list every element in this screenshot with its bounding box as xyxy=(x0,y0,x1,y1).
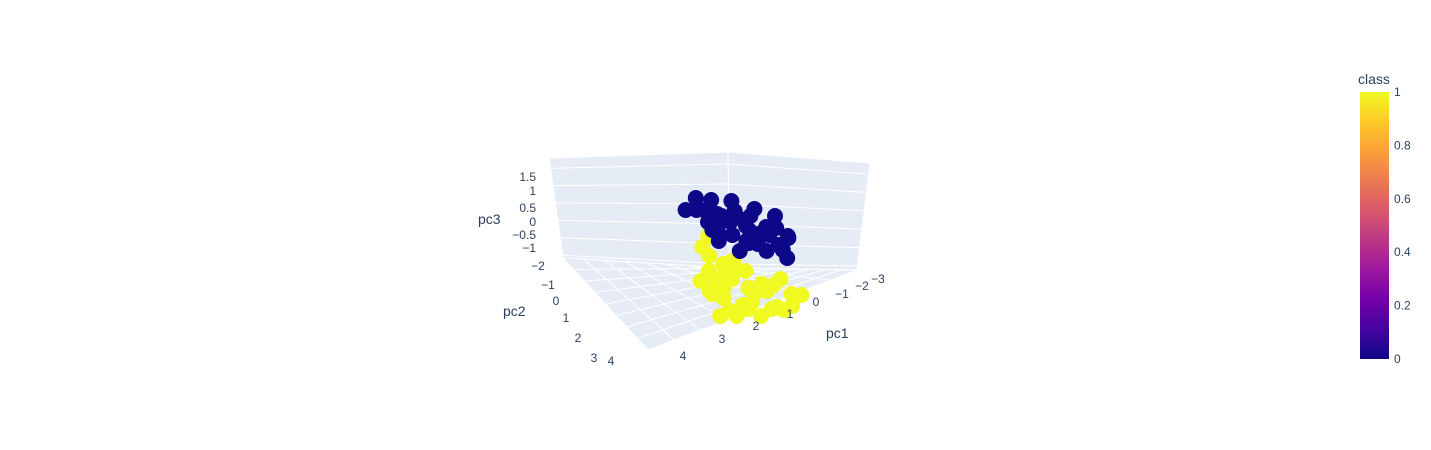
x-tick-label: 4 xyxy=(680,349,687,363)
points-layer xyxy=(677,190,810,324)
y-tick-label: 0 xyxy=(553,294,560,308)
colorbar-tick-label: 0.4 xyxy=(1394,245,1411,259)
x-tick-label: 1 xyxy=(787,307,794,321)
gridline-z xyxy=(548,219,729,225)
gridline-z xyxy=(727,183,869,194)
scatter-point-class-1[interactable] xyxy=(694,239,711,255)
scatter-point-class-0[interactable] xyxy=(687,190,704,206)
y-axis-title: pc2 xyxy=(503,303,526,319)
colorbar-gradient xyxy=(1360,92,1389,359)
scatter-point-class-1[interactable] xyxy=(727,262,743,278)
scatter-point-class-1[interactable] xyxy=(712,308,729,324)
gridline-z xyxy=(727,263,869,267)
scatter-point-class-0[interactable] xyxy=(724,227,741,243)
y-tick-label: 1 xyxy=(563,311,570,325)
scatter-point-class-0[interactable] xyxy=(677,202,694,218)
x-tick-label: −3 xyxy=(871,272,885,286)
colorbar-tick-label: 0.8 xyxy=(1394,138,1411,152)
x-tick-label: 0 xyxy=(813,295,820,309)
x-axis-title: pc1 xyxy=(826,325,849,341)
y-tick-label: −2 xyxy=(531,259,545,273)
scatter-point-class-0[interactable] xyxy=(780,230,797,246)
y-tick-label: 3 xyxy=(591,351,598,365)
scatter-point-class-1[interactable] xyxy=(769,299,786,315)
x-tick-label: 2 xyxy=(753,319,760,333)
colorbar-ticks: 0 0.2 0.4 0.6 0.8 1 xyxy=(1394,85,1411,366)
z-tick-label: 0.5 xyxy=(519,201,536,215)
scatter-point-class-0[interactable] xyxy=(742,223,758,239)
z-tick-label: 1 xyxy=(529,184,536,198)
colorbar-tick-label: 0.2 xyxy=(1394,299,1411,313)
y-tick-label: −1 xyxy=(541,278,555,292)
colorbar: class 0 0.2 0.4 0.6 0.8 1 xyxy=(1358,71,1411,366)
scatter-point-class-1[interactable] xyxy=(692,273,709,289)
scatter-point-class-1[interactable] xyxy=(704,286,721,302)
y-tick-label: 2 xyxy=(575,331,582,345)
scatter-point-class-0[interactable] xyxy=(754,224,771,240)
scatter-point-class-1[interactable] xyxy=(728,308,745,324)
scatter-point-class-0[interactable] xyxy=(703,192,720,208)
scatter-point-class-0[interactable] xyxy=(713,213,730,229)
scatter-point-class-0[interactable] xyxy=(729,209,746,225)
gridline-z xyxy=(727,163,869,175)
colorbar-tick-label: 1 xyxy=(1394,85,1401,99)
scatter-point-class-1[interactable] xyxy=(783,286,800,302)
z-tick-label: 0 xyxy=(529,215,536,229)
x-tick-label: −2 xyxy=(855,279,869,293)
z-tick-label: −1 xyxy=(522,241,536,255)
z-tick-label: −0.5 xyxy=(512,228,536,242)
gridline-z xyxy=(548,163,729,169)
colorbar-title: class xyxy=(1358,71,1390,87)
scatter-point-class-0[interactable] xyxy=(723,193,740,209)
scatter-point-class-1[interactable] xyxy=(758,283,775,299)
z-axis-title: pc3 xyxy=(478,211,501,227)
scatter-point-class-0[interactable] xyxy=(767,208,783,224)
scatter-point-class-0[interactable] xyxy=(688,202,705,218)
colorbar-tick-label: 0.6 xyxy=(1394,192,1411,206)
colorbar-tick-label: 0 xyxy=(1394,352,1401,366)
scatter-point-class-0[interactable] xyxy=(746,201,763,217)
scatter-point-class-0[interactable] xyxy=(758,243,775,259)
x-tick-label: 3 xyxy=(719,332,726,346)
z-tick-label: 1.5 xyxy=(519,170,536,184)
scatter-point-class-0[interactable] xyxy=(779,250,796,266)
x-tick-label: −1 xyxy=(835,287,849,301)
gridline-z xyxy=(548,183,729,187)
y-tick-label: 4 xyxy=(608,354,615,368)
gridline-z xyxy=(548,254,729,265)
